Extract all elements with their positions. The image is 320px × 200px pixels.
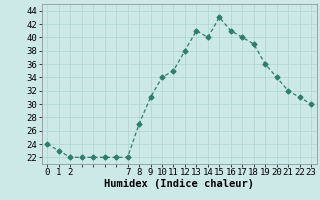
X-axis label: Humidex (Indice chaleur): Humidex (Indice chaleur)	[104, 179, 254, 189]
